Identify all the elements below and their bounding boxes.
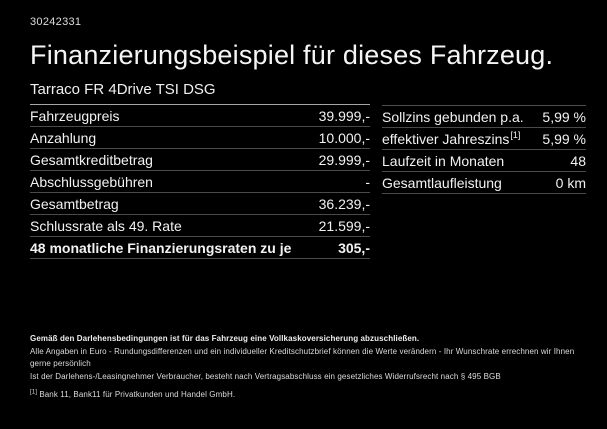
footnote-withdrawal-right: Ist der Darlehens-/Leasingnehmer Verbrau…: [30, 371, 501, 381]
row-label: Gesamtlaufleistung: [382, 174, 502, 191]
table-row-schlussrate: Schlussrate als 49. Rate 21.599,-: [30, 215, 370, 237]
row-label: Laufzeit in Monaten: [382, 152, 505, 169]
page-title: Finanzierungsbeispiel für dieses Fahrzeu…: [30, 40, 554, 70]
row-value: 5,99 %: [542, 130, 586, 147]
row-label: Fahrzeugpreis: [30, 107, 120, 124]
footnote-bank-reference: [1] Bank 11, Bank11 für Privatkunden und…: [30, 389, 586, 402]
finance-amounts-table: Fahrzeugpreis 39.999,- Anzahlung 10.000,…: [30, 105, 370, 259]
offer-reference-number: 30242331: [30, 16, 82, 28]
table-row-fahrzeugpreis: Fahrzeugpreis 39.999,-: [30, 105, 370, 127]
row-value: 21.599,-: [318, 217, 370, 234]
row-label: effektiver Jahreszins[1]: [382, 129, 521, 147]
row-value: 39.999,-: [318, 107, 370, 124]
table-row-sollzins: Sollzins gebunden p.a. 5,99 %: [382, 106, 586, 128]
table-row-gesamtbetrag: Gesamtbetrag 36.239,-: [30, 193, 370, 215]
row-label: Schlussrate als 49. Rate: [30, 217, 182, 234]
row-value: 10.000,-: [318, 129, 370, 146]
table-row-monthly-rate-highlight: 48 monatliche Finanzierungsraten zu je 3…: [30, 237, 370, 259]
table-row-anzahlung: Anzahlung 10.000,-: [30, 127, 370, 149]
footnote-bank-text: Bank 11, Bank11 für Privatkunden und Han…: [39, 390, 236, 399]
footnote-reference-mark: [1]: [30, 389, 37, 396]
finance-example-panel: 30242331 Finanzierungsbeispiel für diese…: [30, 16, 586, 259]
row-label: Sollzins gebunden p.a.: [382, 108, 524, 125]
row-value: 305,-: [338, 239, 370, 256]
row-value: 36.239,-: [318, 195, 370, 212]
table-row-gesamtlaufleistung: Gesamtlaufleistung 0 km: [382, 172, 586, 194]
footnote-disclaimer: Alle Angaben in Euro - Rundungsdifferenz…: [30, 346, 575, 369]
legal-footnotes: Gemäß den Darlehensbedingungen ist für d…: [30, 333, 586, 402]
row-label: Anzahlung: [30, 129, 97, 146]
row-label: Gesamtkreditbetrag: [30, 151, 153, 168]
row-value: 0 km: [555, 174, 586, 191]
footnote-reference-mark: [1]: [510, 129, 521, 140]
row-label: Abschlussgebühren: [30, 173, 153, 190]
table-row-gesamtkreditbetrag: Gesamtkreditbetrag 29.999,-: [30, 149, 370, 171]
row-value: -: [365, 173, 370, 190]
row-value: 29.999,-: [318, 151, 370, 168]
vehicle-model-subtitle: Tarraco FR 4Drive TSI DSG: [30, 81, 370, 105]
finance-tables: Fahrzeugpreis 39.999,- Anzahlung 10.000,…: [30, 105, 586, 259]
table-row-laufzeit: Laufzeit in Monaten 48: [382, 150, 586, 172]
row-value: 48: [570, 152, 586, 169]
row-label: 48 monatliche Finanzierungsraten zu je: [30, 239, 292, 256]
row-label-text: effektiver Jahreszins: [382, 130, 510, 147]
footnote-insurance-requirement: Gemäß den Darlehensbedingungen ist für d…: [30, 334, 420, 343]
table-row-effektiver-jahreszins: effektiver Jahreszins[1] 5,99 %: [382, 128, 586, 150]
finance-conditions-table: Sollzins gebunden p.a. 5,99 % effektiver…: [382, 105, 586, 194]
row-label: Gesamtbetrag: [30, 195, 119, 212]
row-value: 5,99 %: [542, 108, 586, 125]
table-row-abschlussgebuehren: Abschlussgebühren -: [30, 171, 370, 193]
